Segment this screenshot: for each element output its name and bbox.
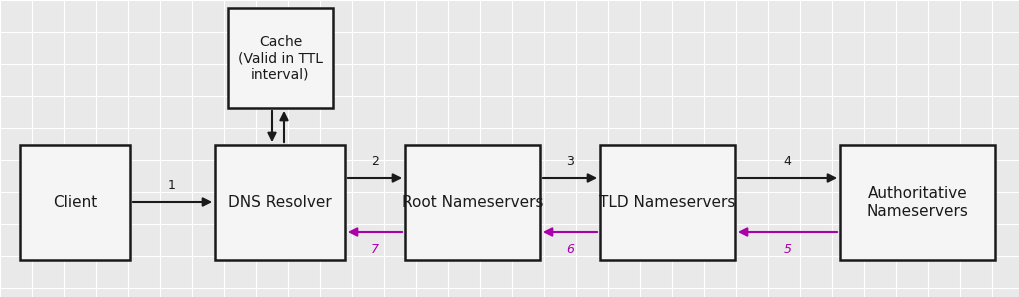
Bar [20,145,129,260]
Bar [840,145,994,260]
Text: 3: 3 [566,155,574,168]
Text: 5: 5 [784,243,791,256]
Text: 7: 7 [371,243,379,256]
Text: 1: 1 [168,179,175,192]
Text: Client: Client [53,195,97,210]
Text: TLD Nameservers: TLD Nameservers [599,195,735,210]
Bar [599,145,735,260]
Text: Root Nameservers: Root Nameservers [401,195,543,210]
Bar [215,145,344,260]
Bar [405,145,539,260]
Text: 6: 6 [566,243,574,256]
Text: Cache
(Valid in TTL
interval): Cache (Valid in TTL interval) [237,35,323,81]
Text: DNS Resolver: DNS Resolver [228,195,331,210]
Text: 4: 4 [783,155,790,168]
Text: Authoritative
Nameservers: Authoritative Nameservers [866,186,967,219]
Bar [228,8,332,108]
Text: 2: 2 [371,155,379,168]
